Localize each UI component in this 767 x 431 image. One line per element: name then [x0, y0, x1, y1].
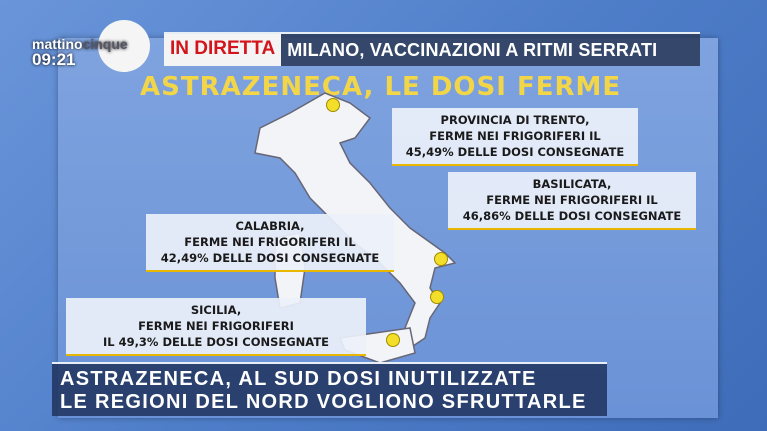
caption-line-2: LE REGIONI DEL NORD VOGLIONO SFRUTTARLE	[60, 391, 587, 413]
basilicata-marker	[434, 252, 448, 266]
label-line: BASILICATA,	[532, 177, 612, 191]
ticker-headline: MILANO, VACCINAZIONI A RITMI SERRATI	[287, 39, 658, 60]
logo-text: mattino	[32, 36, 83, 52]
label-line: FERME NEI FRIGORIFERI IL	[429, 129, 601, 143]
logo-text-accent: cinque	[82, 36, 128, 52]
label-line: CALABRIA,	[235, 219, 305, 233]
logo-circle	[98, 20, 150, 72]
label-line: FERME NEI FRIGORIFERI	[138, 319, 294, 333]
news-ticker: IN DIRETTA MILANO, VACCINAZIONI A RITMI …	[164, 32, 700, 66]
label-line: PROVINCIA DI TRENTO,	[440, 113, 590, 127]
caption-line-1: ASTRAZENECA, AL SUD DOSI INUTILIZZATE	[60, 368, 537, 390]
graphic-title: ASTRAZENECA, LE DOSI FERME	[140, 72, 622, 102]
label-line: 45,49% DELLE DOSI CONSEGNATE	[405, 145, 625, 159]
trento-marker	[326, 98, 340, 112]
caption-banner: ASTRAZENECA, AL SUD DOSI INUTILIZZATE LE…	[52, 362, 607, 416]
label-line: 46,86% DELLE DOSI CONSEGNATE	[462, 209, 682, 223]
label-calabria: CALABRIA, FERME NEI FRIGORIFERI IL 42,49…	[146, 214, 394, 272]
label-line: 42,49% DELLE DOSI CONSEGNATE	[160, 251, 380, 265]
label-line: IL 49,3% DELLE DOSI CONSEGNATE	[102, 335, 330, 349]
label-line: FERME NEI FRIGORIFERI IL	[184, 235, 356, 249]
label-sicilia: SICILIA, FERME NEI FRIGORIFERI IL 49,3% …	[66, 298, 366, 356]
sicilia-marker	[386, 333, 400, 347]
label-line: FERME NEI FRIGORIFERI IL	[486, 193, 658, 207]
live-badge: IN DIRETTA	[164, 34, 282, 66]
label-line: SICILIA,	[190, 303, 242, 317]
label-trento: PROVINCIA DI TRENTO, FERME NEI FRIGORIFE…	[392, 108, 638, 166]
clock: 09:21	[32, 50, 76, 69]
calabria-marker	[430, 290, 444, 304]
label-basilicata: BASILICATA, FERME NEI FRIGORIFERI IL 46,…	[448, 172, 696, 230]
channel-logo: mattinocinque 09:21	[32, 36, 128, 68]
